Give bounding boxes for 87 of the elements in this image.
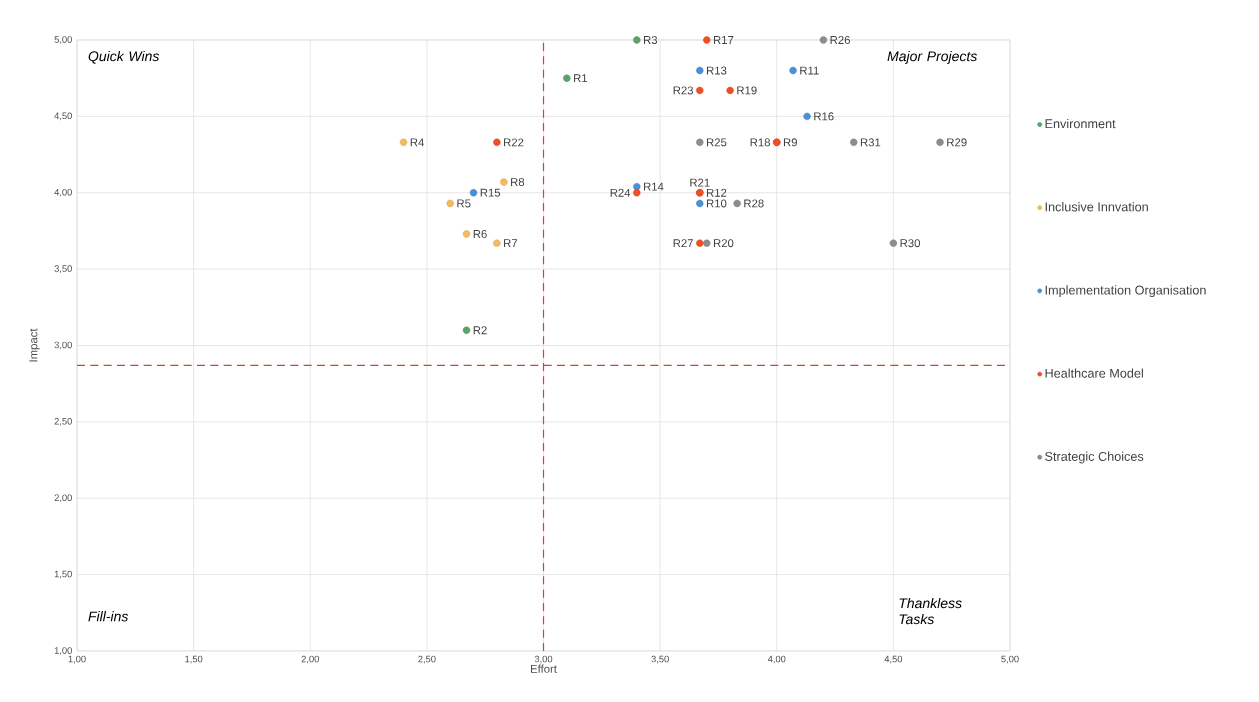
x-tick-label: 1,50 bbox=[185, 655, 203, 664]
y-tick-label: 2,50 bbox=[54, 418, 72, 426]
annotation: R13 bbox=[706, 66, 727, 75]
annotation: Fill-ins bbox=[88, 611, 129, 622]
x-tick-label: 3,00 bbox=[534, 655, 553, 664]
x-tick-label: 4,00 bbox=[767, 655, 786, 664]
point bbox=[703, 239, 711, 247]
annotation: R20 bbox=[713, 239, 734, 248]
annotation: R14 bbox=[643, 182, 664, 191]
annotation: R17 bbox=[713, 36, 734, 44]
point bbox=[493, 138, 501, 146]
annotation: R4 bbox=[410, 138, 424, 147]
legend-label: Environment bbox=[1045, 118, 1116, 129]
annotation: R8 bbox=[511, 178, 525, 187]
annotation: R31 bbox=[860, 138, 881, 147]
annotation: R5 bbox=[457, 199, 471, 208]
x-axis-title: Effort bbox=[530, 664, 557, 673]
point bbox=[633, 189, 641, 197]
y-axis-title: Impact bbox=[29, 328, 40, 362]
y-tick-label: 4,00 bbox=[54, 188, 72, 197]
point bbox=[399, 138, 408, 146]
annotation: Major Projects bbox=[887, 50, 978, 64]
y-tick-label: 1,50 bbox=[54, 570, 72, 579]
annotation: R1 bbox=[574, 74, 588, 83]
x-tick-label: 3,50 bbox=[651, 655, 669, 664]
legend-label: Implementation Organisation bbox=[1045, 285, 1206, 298]
point bbox=[789, 66, 797, 75]
annotation: R28 bbox=[744, 199, 764, 208]
point bbox=[803, 112, 811, 121]
y-tick-label: 4,50 bbox=[54, 112, 72, 121]
annotation: R26 bbox=[830, 35, 850, 44]
point bbox=[633, 36, 641, 44]
point bbox=[563, 74, 571, 82]
annotation: R9 bbox=[783, 138, 797, 147]
annotation: R18 bbox=[750, 138, 770, 147]
point bbox=[819, 36, 828, 44]
x-tick-label: 1,00 bbox=[68, 655, 86, 664]
annotation: R11 bbox=[800, 66, 819, 75]
point bbox=[850, 138, 858, 146]
x-tick-label: 2,50 bbox=[418, 655, 436, 664]
point bbox=[633, 182, 641, 191]
point bbox=[446, 199, 454, 208]
x-tick-label: 5,00 bbox=[1001, 655, 1019, 664]
point bbox=[936, 138, 944, 146]
point bbox=[462, 326, 471, 334]
point bbox=[462, 230, 471, 238]
point bbox=[493, 239, 501, 247]
annotation: R16 bbox=[814, 112, 834, 121]
annotation: R19 bbox=[737, 86, 757, 95]
annotation: R6 bbox=[473, 229, 487, 238]
annotation: R10 bbox=[706, 199, 727, 208]
annotation: R29 bbox=[947, 138, 967, 147]
legend-label: Strategic Choices bbox=[1045, 451, 1144, 464]
annotation: Thankless Tasks bbox=[899, 597, 962, 625]
point bbox=[703, 36, 711, 44]
y-tick-label: 1,00 bbox=[54, 647, 72, 655]
legend-label: Healthcare Model bbox=[1045, 368, 1143, 378]
point bbox=[500, 178, 508, 186]
point bbox=[889, 239, 898, 247]
point bbox=[696, 66, 704, 75]
annotation: R22 bbox=[504, 138, 524, 147]
y-tick-label: 2,00 bbox=[54, 494, 72, 503]
annotation: R12 bbox=[706, 188, 727, 197]
annotation: R7 bbox=[504, 239, 518, 248]
annotation: R2 bbox=[473, 326, 487, 335]
point bbox=[726, 86, 734, 95]
annotation: R23 bbox=[673, 86, 694, 95]
x-tick-label: 2,00 bbox=[301, 655, 319, 664]
point bbox=[696, 239, 704, 247]
annotation: Quick Wins bbox=[88, 50, 160, 64]
point bbox=[469, 189, 478, 197]
annotation: R24 bbox=[610, 188, 631, 197]
annotation: R30 bbox=[900, 239, 920, 248]
annotation: R15 bbox=[480, 188, 501, 197]
point bbox=[696, 86, 704, 95]
legend-label: Inclusive Innvation bbox=[1045, 202, 1148, 212]
point bbox=[696, 138, 704, 146]
annotation: R21 bbox=[690, 178, 710, 187]
annotation: R3 bbox=[643, 35, 658, 44]
y-tick-label: 3,00 bbox=[54, 341, 72, 350]
annotation: R25 bbox=[706, 138, 727, 147]
point bbox=[696, 199, 704, 208]
annotation: R27 bbox=[673, 239, 693, 248]
point bbox=[733, 199, 741, 208]
y-tick-label: 5,00 bbox=[54, 36, 72, 44]
y-tick-label: 3,50 bbox=[54, 265, 72, 273]
x-tick-label: 4,50 bbox=[884, 655, 903, 664]
